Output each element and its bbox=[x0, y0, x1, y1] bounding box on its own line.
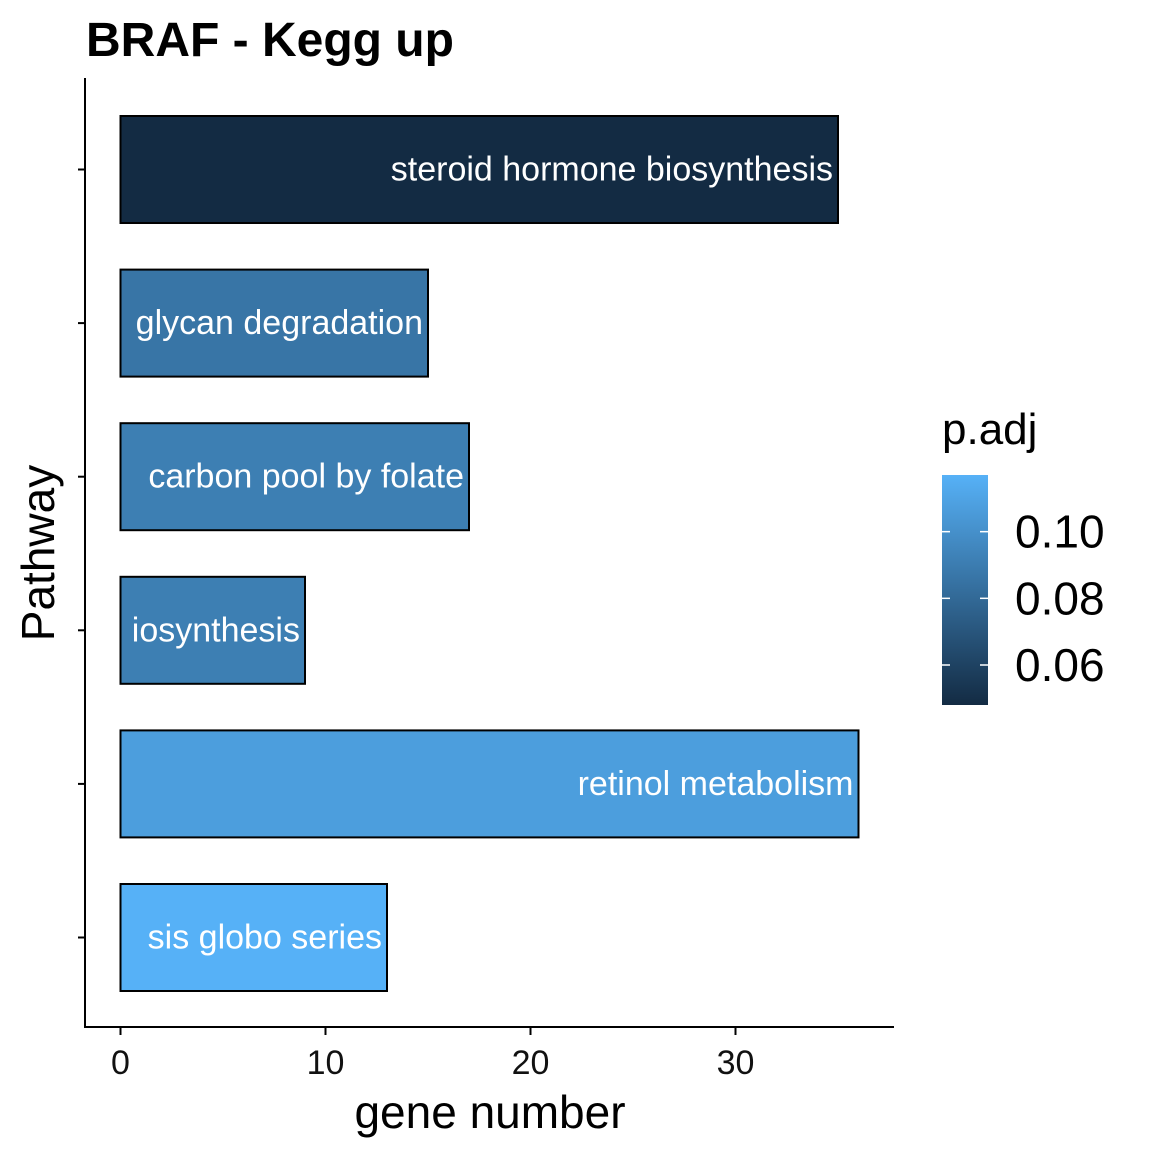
legend-tick-label: 0.08 bbox=[1015, 572, 1105, 624]
legend-tick-label: 0.10 bbox=[1015, 506, 1105, 558]
bars-layer bbox=[119, 115, 860, 992]
legend-ticks: 0.06 0.08 0.10 bbox=[942, 506, 1105, 691]
legend-colorbar bbox=[942, 475, 988, 705]
bar-label: sis globo series bbox=[148, 919, 382, 957]
y-ticks bbox=[78, 168, 85, 939]
x-ticks: 0 10 20 30 bbox=[111, 1027, 754, 1082]
bar bbox=[119, 422, 470, 532]
bar-labels-layer: steroid hormone biosynthesis glycan degra… bbox=[132, 151, 854, 957]
bar bbox=[119, 115, 839, 224]
legend-title: p.adj bbox=[942, 405, 1037, 454]
x-tick-label: 10 bbox=[307, 1044, 345, 1082]
bar-label: glycan degradation bbox=[136, 304, 423, 342]
bar-label: retinol metabolism bbox=[578, 765, 854, 803]
bar-label: steroid hormone biosynthesis bbox=[391, 151, 833, 189]
legend: p.adj 0.06 0.08 0.10 bbox=[942, 405, 1105, 705]
x-tick-label: 0 bbox=[111, 1044, 130, 1082]
bar bbox=[119, 729, 860, 839]
y-axis-title: Pathway bbox=[12, 465, 64, 641]
x-axis-title: gene number bbox=[354, 1086, 625, 1138]
x-tick-label: 30 bbox=[717, 1044, 755, 1082]
legend-tick-label: 0.06 bbox=[1015, 639, 1105, 691]
bar bbox=[119, 268, 429, 378]
bar-label: iosynthesis bbox=[132, 611, 300, 649]
bar bbox=[119, 575, 306, 685]
bar-label: carbon pool by folate bbox=[148, 458, 464, 496]
bar bbox=[119, 883, 388, 992]
x-tick-label: 20 bbox=[512, 1044, 550, 1082]
chart-title: BRAF - Kegg up bbox=[86, 14, 454, 67]
